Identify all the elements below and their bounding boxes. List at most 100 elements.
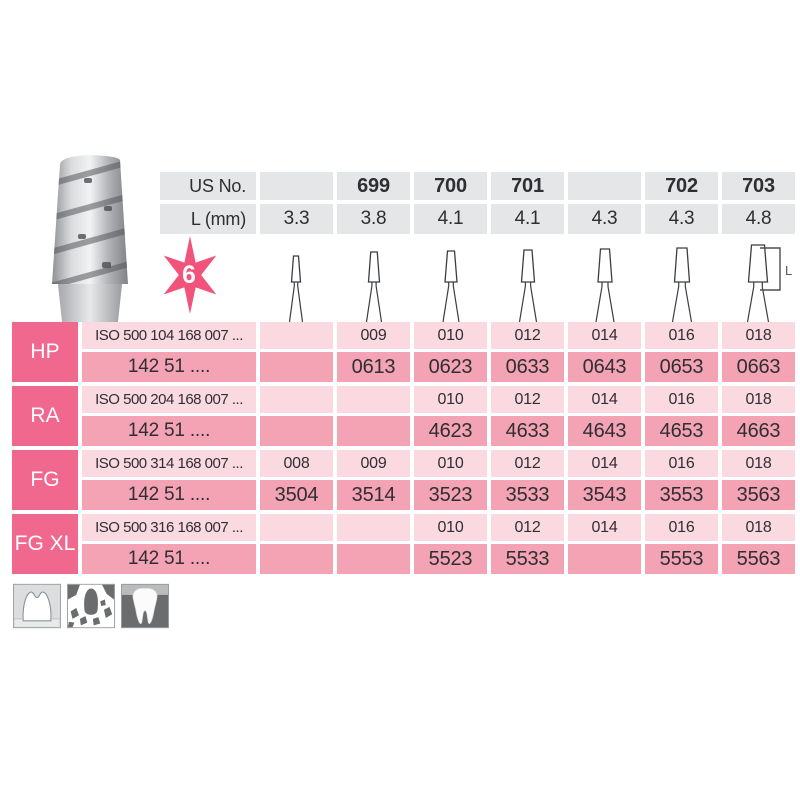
order-code-label: 142 51 ....	[82, 352, 256, 382]
length-bracket-label: L	[785, 263, 792, 278]
order-number-cell	[337, 544, 410, 574]
iso-size-cell: 010	[414, 322, 487, 349]
iso-size-cell	[260, 386, 333, 413]
iso-size-cell: 014	[568, 514, 641, 541]
crown-cutting-icon	[13, 583, 61, 629]
us-no-cell: 701	[491, 172, 564, 200]
iso-size-cell	[260, 322, 333, 349]
us-no-cell: 703	[722, 172, 795, 200]
iso-size-cell: 009	[337, 322, 410, 349]
order-number-cell: 3523	[414, 480, 487, 510]
order-number-cell	[260, 416, 333, 446]
iso-code-label: ISO 500 314 168 007 ...	[82, 450, 256, 477]
order-number-cell: 0653	[645, 352, 718, 382]
iso-size-cell: 014	[568, 450, 641, 477]
order-number-cell: 3533	[491, 480, 564, 510]
length-cell: 4.3	[645, 204, 718, 234]
iso-size-cell: 014	[568, 322, 641, 349]
iso-size-cell	[260, 514, 333, 541]
bur-silhouette-icon	[595, 248, 615, 322]
order-code-label: 142 51 ....	[82, 416, 256, 446]
order-code-label: 142 51 ....	[82, 544, 256, 574]
iso-size-cell: 018	[722, 450, 795, 477]
order-number-cell: 4643	[568, 416, 641, 446]
iso-size-cell: 008	[260, 450, 333, 477]
order-number-cell: 5563	[722, 544, 795, 574]
star-badge: 6	[163, 236, 217, 314]
iso-size-cell: 012	[491, 322, 564, 349]
us-no-cell: 700	[414, 172, 487, 200]
length-cell: 3.3	[260, 204, 333, 234]
bur-silhouette-icon	[518, 249, 538, 322]
bur-silhouette-icon	[442, 250, 460, 322]
iso-code-label: ISO 500 104 168 007 ...	[82, 322, 256, 349]
order-number-cell: 0643	[568, 352, 641, 382]
order-number-cell: 0613	[337, 352, 410, 382]
iso-size-cell: 016	[645, 386, 718, 413]
order-number-cell	[260, 544, 333, 574]
order-number-cell: 0623	[414, 352, 487, 382]
group-label: HP	[12, 322, 78, 382]
table-group-fg: FG ISO 500 314 168 007 ... 008 009 010 0…	[12, 450, 795, 510]
order-number-cell: 4663	[722, 416, 795, 446]
order-number-cell: 0633	[491, 352, 564, 382]
iso-size-cell: 018	[722, 514, 795, 541]
iso-size-cell: 012	[491, 514, 564, 541]
iso-size-cell	[337, 514, 410, 541]
order-number-cell: 5523	[414, 544, 487, 574]
iso-size-cell: 014	[568, 386, 641, 413]
us-no-cell	[568, 172, 641, 200]
tooth-sectioning-icon	[121, 583, 169, 629]
order-number-cell	[260, 352, 333, 382]
order-number-cell: 4653	[645, 416, 718, 446]
iso-size-cell: 016	[645, 322, 718, 349]
bur-silhouette-icon	[671, 247, 693, 322]
order-number-cell	[337, 416, 410, 446]
length-cell: 3.8	[337, 204, 410, 234]
order-number-cell: 3553	[645, 480, 718, 510]
bur-silhouette-icon	[288, 255, 304, 322]
us-no-cell	[260, 172, 333, 200]
iso-code-label: ISO 500 316 168 007 ...	[82, 514, 256, 541]
order-number-cell: 4633	[491, 416, 564, 446]
iso-code-label: ISO 500 204 168 007 ...	[82, 386, 256, 413]
filling-removal-icon	[67, 583, 115, 629]
star-badge-number: 6	[182, 262, 196, 289]
length-cell: 4.8	[722, 204, 795, 234]
iso-size-cell: 009	[337, 450, 410, 477]
iso-size-cell: 012	[491, 450, 564, 477]
order-number-cell: 3504	[260, 480, 333, 510]
iso-size-cell: 018	[722, 322, 795, 349]
application-icons	[13, 582, 169, 630]
order-number-cell	[568, 544, 641, 574]
iso-size-cell: 018	[722, 386, 795, 413]
group-label: RA	[12, 386, 78, 446]
spec-header-table: US No. 699 700 701 702 703 L (mm) 3.3 3.…	[160, 172, 795, 234]
iso-size-cell: 012	[491, 386, 564, 413]
table-group-hp: HP ISO 500 104 168 007 ... 009 010 012 0…	[12, 322, 795, 382]
iso-size-cell: 010	[414, 514, 487, 541]
bur-product-photo	[52, 155, 128, 322]
iso-size-cell: 016	[645, 450, 718, 477]
iso-size-cell: 016	[645, 514, 718, 541]
us-no-cell: 702	[645, 172, 718, 200]
order-number-cell: 5533	[491, 544, 564, 574]
iso-size-cell: 010	[414, 450, 487, 477]
table-group-fgxl: FG XL ISO 500 316 168 007 ... 010 012 01…	[12, 514, 795, 574]
bur-silhouette-icon	[746, 244, 770, 322]
table-group-ra: RA ISO 500 204 168 007 ... 010 012 014 0…	[12, 386, 795, 446]
order-number-cell: 3563	[722, 480, 795, 510]
order-number-cell: 3543	[568, 480, 641, 510]
order-number-cell: 5553	[645, 544, 718, 574]
length-cell: 4.1	[491, 204, 564, 234]
iso-size-cell: 010	[414, 386, 487, 413]
length-row-label: L (mm)	[160, 204, 256, 234]
order-code-label: 142 51 ....	[82, 480, 256, 510]
length-cell: 4.1	[414, 204, 487, 234]
order-number-cell: 0663	[722, 352, 795, 382]
group-label: FG	[12, 450, 78, 510]
length-bracket: L	[760, 247, 792, 291]
group-label: FG XL	[12, 514, 78, 574]
length-cell: 4.3	[568, 204, 641, 234]
